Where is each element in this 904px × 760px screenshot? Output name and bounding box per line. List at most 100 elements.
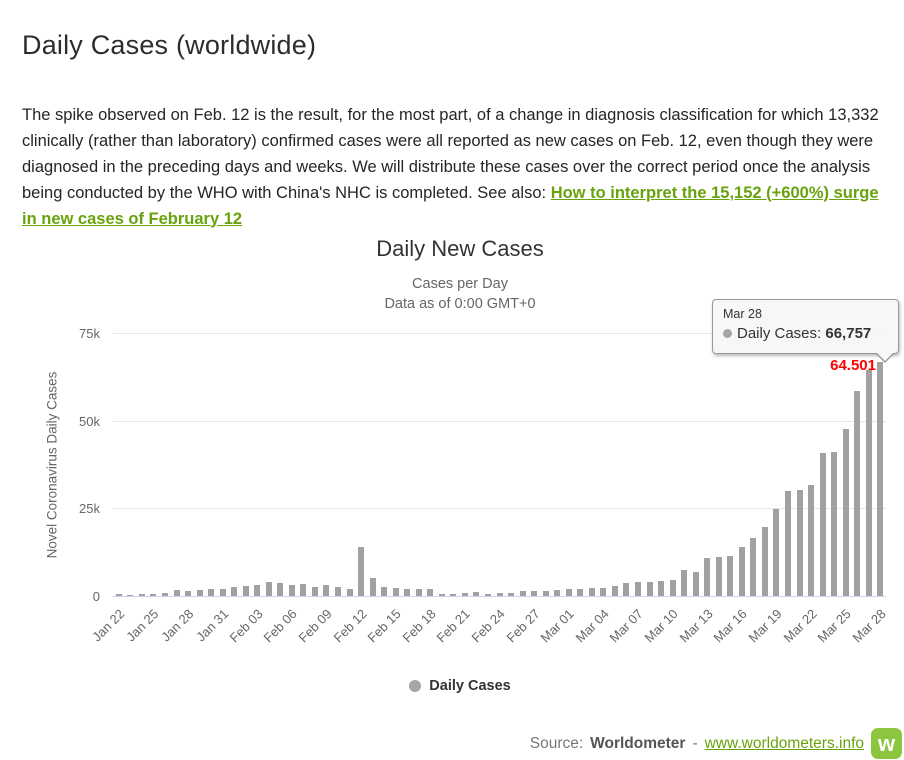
x-axis-label: Mar 07: [606, 606, 647, 646]
tooltip-series-line: Daily Cases: 66,757: [723, 325, 888, 342]
bar-jan-22[interactable]: [115, 594, 122, 596]
bar-feb-02[interactable]: [242, 586, 249, 596]
bar-jan-31[interactable]: [219, 589, 226, 596]
y-tick-25k: 25k: [79, 501, 100, 516]
bar-feb-27[interactable]: [531, 591, 538, 596]
x-axis-label: Feb 18: [399, 606, 439, 646]
bar-mar-28[interactable]: [877, 362, 884, 596]
bar-mar-19[interactable]: [773, 509, 780, 596]
footer: Source: Worldometer - www.worldometers.i…: [0, 728, 902, 759]
bar-mar-24[interactable]: [831, 452, 838, 596]
bar-feb-15[interactable]: [392, 588, 399, 596]
bar-feb-29[interactable]: [554, 590, 561, 596]
x-axis-label: Mar 04: [572, 606, 612, 646]
bar-mar-26[interactable]: [854, 391, 861, 596]
chart-subtitle-line2: Data as of 0:00 GMT+0: [384, 296, 536, 312]
bar-feb-22[interactable]: [473, 592, 480, 596]
bar-jan-27[interactable]: [173, 590, 180, 596]
bar-feb-20[interactable]: [450, 594, 457, 596]
x-axis-label: Jan 22: [88, 606, 128, 645]
bar-mar-23[interactable]: [819, 453, 826, 596]
bar-mar-16[interactable]: [738, 547, 745, 596]
worldometer-logo-icon[interactable]: w: [871, 728, 902, 759]
tooltip-series-label: Daily Cases:: [737, 325, 822, 342]
gridline: [113, 333, 886, 334]
tooltip-value: 66,757: [825, 325, 872, 342]
bar-feb-18[interactable]: [427, 589, 434, 596]
legend-label: Daily Cases: [429, 678, 511, 694]
bar-mar-25[interactable]: [842, 429, 849, 596]
source-separator: -: [692, 734, 698, 752]
bar-feb-16[interactable]: [404, 589, 411, 596]
bar-feb-01[interactable]: [231, 587, 238, 596]
bar-feb-19[interactable]: [438, 594, 445, 596]
y-tick-50k: 50k: [79, 414, 100, 429]
x-axis-label: Mar 22: [780, 606, 820, 646]
bar-jan-25[interactable]: [150, 594, 157, 596]
bar-jan-26[interactable]: [161, 593, 168, 596]
bar-mar-07[interactable]: [634, 582, 641, 596]
x-axis-label: Jan 28: [158, 606, 197, 645]
legend-item-daily-cases[interactable]: Daily Cases: [409, 678, 511, 694]
bar-mar-04[interactable]: [600, 588, 607, 596]
bar-mar-01[interactable]: [565, 589, 572, 596]
bar-mar-11[interactable]: [681, 570, 688, 596]
see-also-link[interactable]: How to interpret the 15,152 (+600%) surg…: [22, 183, 879, 228]
bar-feb-06[interactable]: [288, 585, 295, 596]
bar-jan-30[interactable]: [208, 589, 215, 596]
bar-mar-10[interactable]: [669, 580, 676, 596]
bar-feb-03[interactable]: [254, 585, 261, 596]
y-tick-0: 0: [92, 589, 100, 604]
bar-mar-05[interactable]: [611, 586, 618, 596]
description-text: The spike observed on Feb. 12 is the res…: [22, 105, 879, 202]
bar-mar-13[interactable]: [704, 558, 711, 596]
bar-mar-09[interactable]: [658, 581, 664, 596]
x-axis-label: Feb 12: [330, 606, 370, 646]
bar-jan-24[interactable]: [138, 594, 145, 596]
worldometers-link[interactable]: www.worldometers.info: [704, 734, 864, 752]
legend-marker-icon: [409, 680, 422, 692]
bar-feb-25[interactable]: [508, 593, 514, 596]
bar-feb-14[interactable]: [381, 587, 388, 596]
bar-mar-22[interactable]: [808, 485, 814, 596]
bar-feb-10[interactable]: [335, 587, 341, 596]
bar-feb-23[interactable]: [485, 594, 491, 596]
bar-feb-12[interactable]: [358, 547, 365, 596]
bar-mar-17[interactable]: [750, 538, 757, 596]
bar-mar-20[interactable]: [784, 491, 791, 596]
bar-mar-21[interactable]: [796, 490, 803, 596]
x-axis-label: Feb 21: [433, 606, 474, 646]
gridline: [113, 508, 886, 509]
bar-mar-27[interactable]: [865, 370, 872, 596]
bar-jan-23[interactable]: [127, 595, 134, 596]
bar-jan-29[interactable]: [196, 590, 203, 596]
gridline: [113, 421, 886, 422]
x-axis-label: Mar 10: [641, 606, 681, 646]
bar-mar-08[interactable]: [646, 582, 653, 596]
bar-feb-26[interactable]: [519, 591, 526, 596]
bar-mar-06[interactable]: [623, 583, 630, 596]
x-axis-label: Mar 28: [849, 606, 889, 646]
bar-feb-05[interactable]: [277, 583, 284, 596]
bar-feb-07[interactable]: [300, 584, 307, 596]
tooltip-date: Mar 28: [723, 307, 762, 321]
x-axis-label: Mar 16: [710, 606, 751, 646]
bar-feb-17[interactable]: [415, 589, 422, 596]
bar-mar-12[interactable]: [692, 572, 699, 596]
bar-mar-03[interactable]: [588, 588, 595, 596]
x-axis-label: Mar 25: [814, 606, 854, 646]
bar-mar-18[interactable]: [761, 527, 768, 596]
bar-mar-15[interactable]: [727, 556, 734, 596]
bar-jan-28[interactable]: [185, 591, 191, 596]
bar-feb-11[interactable]: [346, 589, 353, 596]
bar-feb-21[interactable]: [461, 593, 468, 596]
bar-feb-13[interactable]: [369, 578, 376, 596]
bar-mar-02[interactable]: [577, 589, 584, 596]
bar-feb-08[interactable]: [311, 587, 318, 596]
bar-feb-04[interactable]: [265, 582, 272, 596]
bar-feb-09[interactable]: [323, 585, 330, 596]
bar-feb-24[interactable]: [496, 593, 503, 596]
bar-feb-28[interactable]: [542, 591, 549, 596]
source-prefix: Source:: [529, 734, 584, 752]
bar-mar-14[interactable]: [715, 557, 722, 596]
